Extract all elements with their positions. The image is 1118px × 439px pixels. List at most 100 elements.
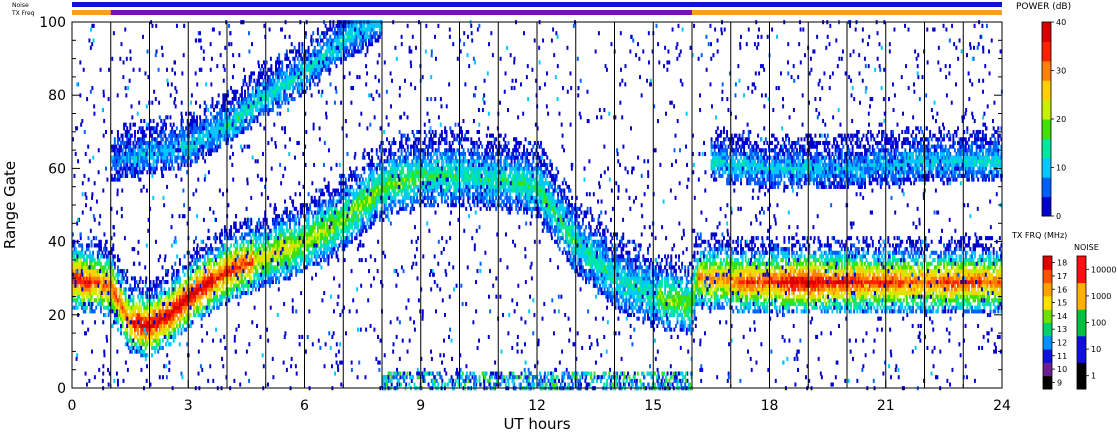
power-cell bbox=[389, 173, 392, 178]
power-cell bbox=[89, 298, 91, 303]
power-cell bbox=[140, 294, 143, 299]
power-cell bbox=[363, 166, 366, 171]
power-cell bbox=[295, 250, 298, 255]
power-cell bbox=[568, 199, 570, 204]
power-cell bbox=[151, 334, 153, 339]
power-cell bbox=[323, 210, 326, 215]
power-cell bbox=[124, 298, 127, 303]
power-cell bbox=[361, 199, 364, 204]
power-cell bbox=[313, 250, 316, 255]
power-cell bbox=[259, 239, 262, 244]
power-cell bbox=[346, 184, 349, 189]
power-cell bbox=[445, 129, 448, 135]
power-cell bbox=[354, 206, 357, 211]
power-cell bbox=[324, 239, 327, 244]
power-cell bbox=[431, 184, 434, 189]
power-cell bbox=[392, 173, 395, 178]
power-cell bbox=[182, 305, 184, 310]
power-cell bbox=[208, 283, 211, 288]
power-cell bbox=[326, 217, 329, 222]
power-cell bbox=[354, 210, 357, 215]
power-cell bbox=[87, 265, 90, 270]
power-cell bbox=[225, 287, 228, 292]
power-cell bbox=[265, 254, 268, 259]
power-cell bbox=[160, 283, 163, 288]
power-cell bbox=[211, 250, 214, 255]
power-cell bbox=[99, 287, 102, 292]
power-cell bbox=[92, 265, 95, 270]
power-cell bbox=[112, 276, 115, 281]
power-cell bbox=[239, 221, 242, 226]
power-cell bbox=[206, 283, 209, 288]
power-cell bbox=[419, 188, 422, 193]
power-cell bbox=[320, 236, 322, 241]
power-cell bbox=[189, 272, 192, 277]
power-cell bbox=[93, 276, 96, 281]
power-cell bbox=[154, 305, 157, 310]
power-cell bbox=[433, 170, 436, 175]
power-cell bbox=[196, 247, 198, 252]
power-cell bbox=[389, 192, 392, 197]
power-cell bbox=[234, 265, 237, 270]
power-cell bbox=[245, 225, 248, 230]
power-cell bbox=[82, 305, 85, 310]
power-cell bbox=[330, 247, 333, 252]
power-cell bbox=[327, 247, 330, 252]
power-cell bbox=[420, 192, 423, 197]
power-cell bbox=[192, 291, 195, 296]
power-cell bbox=[413, 192, 415, 197]
power-cell bbox=[113, 265, 116, 270]
power-cell bbox=[406, 166, 409, 171]
power-cell bbox=[340, 195, 343, 200]
power-cell bbox=[99, 261, 102, 266]
power-cell bbox=[549, 228, 552, 233]
power-cell bbox=[355, 221, 358, 226]
power-cell bbox=[416, 148, 419, 153]
power-cell bbox=[149, 283, 152, 288]
power-cell bbox=[220, 294, 223, 299]
power-cell bbox=[245, 265, 248, 270]
power-cell bbox=[268, 254, 271, 259]
power-cell bbox=[79, 269, 82, 274]
power-cell bbox=[183, 298, 186, 303]
power-cell bbox=[292, 239, 295, 244]
power-cell bbox=[209, 280, 212, 285]
power-cell bbox=[197, 298, 200, 303]
power-cell bbox=[366, 181, 369, 186]
power-cell bbox=[157, 320, 160, 325]
power-cell bbox=[244, 283, 246, 288]
power-cell bbox=[253, 280, 256, 285]
power-cell bbox=[135, 312, 138, 318]
power-cell bbox=[397, 181, 400, 186]
power-cell bbox=[168, 342, 171, 347]
power-cell bbox=[155, 276, 158, 281]
power-cell bbox=[340, 181, 343, 186]
power-cell bbox=[72, 261, 74, 266]
power-cell bbox=[588, 280, 591, 285]
power-cell bbox=[143, 331, 146, 336]
power-cell bbox=[320, 228, 322, 233]
power-cell bbox=[363, 188, 366, 193]
power-cell bbox=[558, 239, 561, 244]
power-cell bbox=[140, 316, 143, 321]
power-cell bbox=[98, 287, 101, 292]
power-cell bbox=[220, 254, 223, 259]
power-cell bbox=[355, 214, 358, 219]
power-cell bbox=[302, 254, 305, 259]
power-cell bbox=[132, 287, 135, 292]
power-cell bbox=[103, 272, 105, 277]
power-cell bbox=[361, 155, 364, 160]
power-cell bbox=[84, 291, 87, 296]
power-cell bbox=[144, 323, 147, 329]
power-cell bbox=[400, 181, 403, 186]
power-cell bbox=[239, 287, 242, 292]
power-cell bbox=[171, 309, 174, 314]
power-cell bbox=[422, 155, 425, 160]
power-cell bbox=[216, 287, 219, 292]
power-cell bbox=[146, 305, 149, 310]
power-cell bbox=[324, 258, 327, 263]
power-cell bbox=[360, 225, 363, 230]
power-cell bbox=[343, 239, 346, 244]
power-cell bbox=[103, 247, 105, 252]
power-cell bbox=[571, 203, 574, 208]
